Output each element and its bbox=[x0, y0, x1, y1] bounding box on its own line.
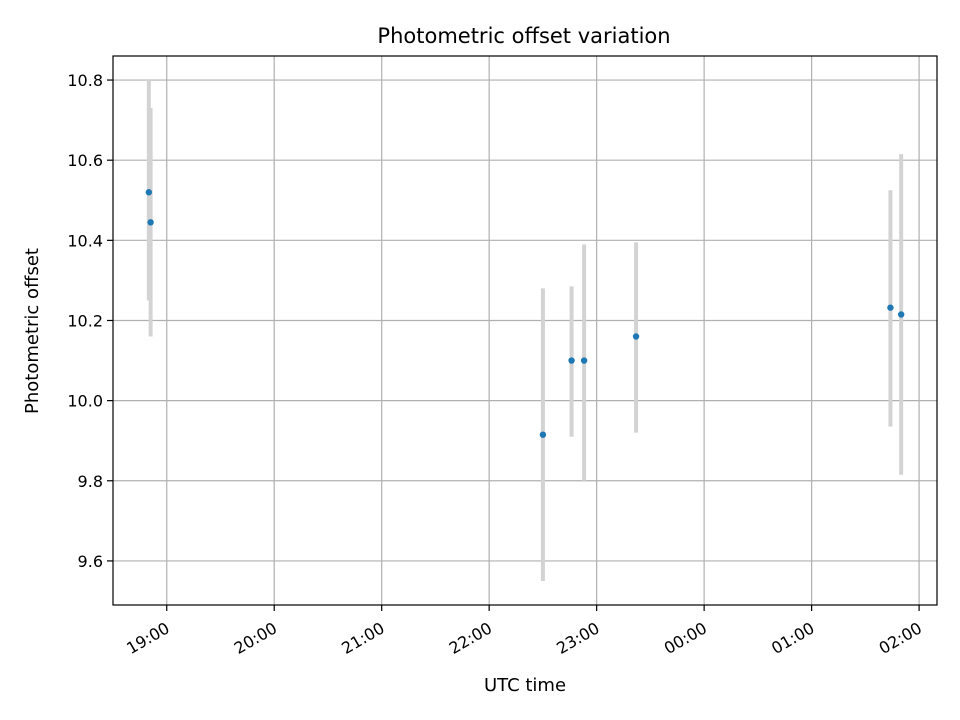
y-tick-label: 9.8 bbox=[78, 472, 103, 491]
y-tick-label: 10.6 bbox=[67, 151, 103, 170]
y-tick-label: 9.6 bbox=[78, 552, 103, 571]
plot-frame bbox=[112, 55, 938, 606]
y-axis-label: Photometric offset bbox=[22, 248, 43, 414]
chart-title: Photometric offset variation bbox=[377, 24, 670, 48]
y-tick-label: 10.2 bbox=[67, 311, 103, 330]
data-point bbox=[897, 311, 905, 318]
y-tick-label: 10.4 bbox=[67, 231, 103, 250]
y-tick-label: 10.8 bbox=[67, 71, 103, 90]
data-point bbox=[632, 333, 640, 340]
data-point bbox=[580, 357, 588, 364]
data-point bbox=[887, 304, 894, 311]
data-points bbox=[145, 189, 905, 438]
y-tick-label: 10.0 bbox=[67, 392, 103, 411]
x-axis-label: UTC time bbox=[484, 675, 566, 696]
data-point bbox=[539, 431, 547, 438]
data-point bbox=[145, 189, 153, 196]
data-point bbox=[568, 357, 575, 364]
data-point bbox=[147, 219, 154, 226]
grid-lines bbox=[113, 56, 937, 605]
